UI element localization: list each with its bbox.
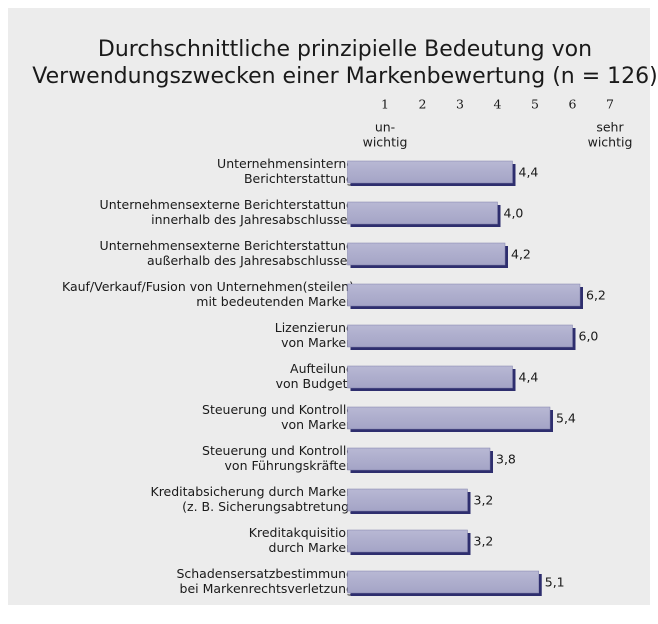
bar	[347, 283, 581, 307]
category-label: bei Markenrechtsverletzung	[180, 581, 354, 596]
category-label: Kreditakquisition	[249, 525, 354, 540]
bar	[347, 488, 468, 512]
value-label: 5,1	[545, 575, 565, 590]
category-label: Berichterstattung	[244, 171, 354, 186]
category-label: Unternehmensinterne	[217, 156, 354, 171]
scale-label: sehr	[596, 120, 624, 135]
category-label: von Marken	[281, 417, 354, 432]
value-label: 3,8	[496, 452, 516, 467]
value-label: 4,4	[519, 165, 539, 180]
bar	[347, 447, 491, 471]
bar	[347, 324, 573, 348]
x-tick-label: 5	[531, 97, 539, 112]
category-label: Steuerung und Kontrolle	[202, 443, 354, 458]
chart-title: Durchschnittliche prinzipielle Bedeutung…	[98, 37, 592, 62]
category-label: Lizenzierung	[275, 320, 354, 335]
category-label: mit bedeutenden Marken	[196, 294, 354, 309]
bar	[347, 201, 498, 225]
category-label: Unternehmensexterne Berichterstattung	[100, 197, 354, 212]
value-label: 6,2	[586, 288, 606, 303]
value-label: 3,2	[474, 534, 494, 549]
scale-label: un-	[375, 120, 395, 135]
category-label: Aufteilung	[290, 361, 354, 376]
category-label: von Marken	[281, 335, 354, 350]
category-label: von Führungskräften	[225, 458, 354, 473]
scale-label: wichtig	[363, 135, 408, 150]
value-label: 4,4	[519, 370, 539, 385]
chart-title: Verwendungszwecken einer Markenbewertung…	[32, 64, 657, 89]
value-label: 3,2	[474, 493, 494, 508]
category-label: innerhalb des Jahresabschlusses	[151, 212, 354, 227]
category-label: Unternehmensexterne Berichterstattung	[100, 238, 354, 253]
value-label: 6,0	[579, 329, 599, 344]
x-tick-label: 6	[569, 97, 577, 112]
category-label: (z. B. Sicherungsabtretung)	[182, 499, 354, 514]
value-label: 5,4	[556, 411, 576, 426]
category-label: Schadensersatzbestimmung	[176, 566, 354, 581]
value-label: 4,2	[511, 247, 531, 262]
x-tick-label: 4	[494, 97, 502, 112]
bar	[347, 529, 468, 553]
x-tick-label: 7	[606, 97, 614, 112]
bar	[347, 406, 551, 430]
category-label: Steuerung und Kontrolle	[202, 402, 354, 417]
category-label: Kreditabsicherung durch Marken	[151, 484, 355, 499]
value-label: 4,0	[504, 206, 524, 221]
x-tick-label: 3	[456, 97, 464, 112]
scale-label: wichtig	[588, 135, 633, 150]
category-label: von Budgets	[276, 376, 354, 391]
x-tick-label: 2	[419, 97, 427, 112]
bar	[347, 242, 506, 266]
x-tick-label: 1	[381, 97, 389, 112]
bar	[347, 570, 539, 594]
bar	[347, 160, 513, 184]
category-label: Kauf/Verkauf/Fusion von Unternehmen(stei…	[62, 279, 354, 294]
bar	[347, 365, 513, 389]
category-label: außerhalb des Jahresabschlusses	[147, 253, 354, 268]
category-label: durch Marken	[269, 540, 354, 555]
